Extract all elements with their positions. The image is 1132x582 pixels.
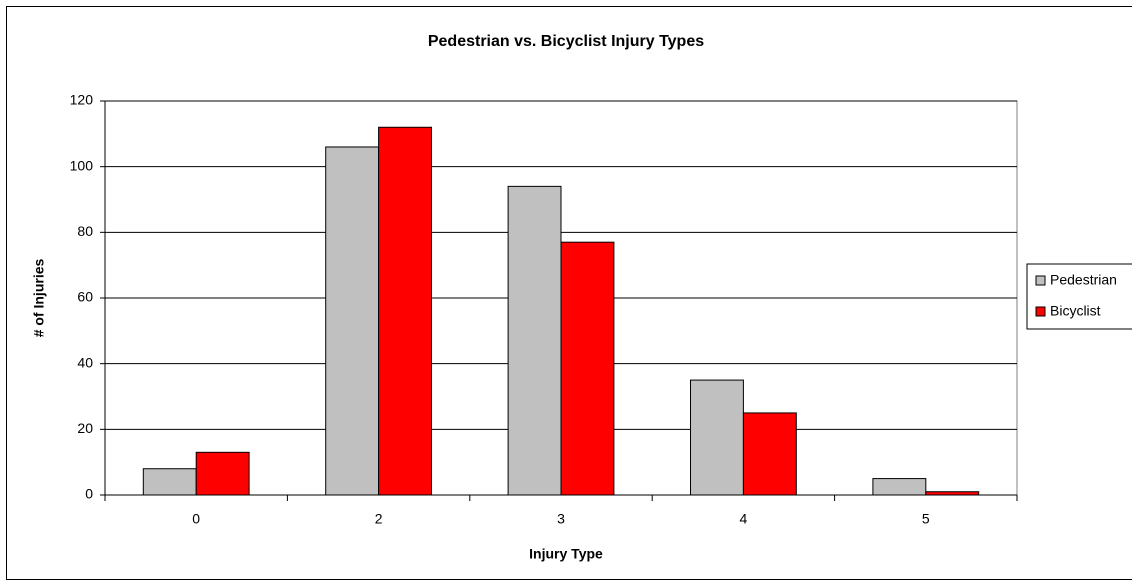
x-axis-title: Injury Type — [529, 546, 603, 562]
bar — [560, 241, 615, 496]
bar — [925, 491, 980, 496]
bar — [742, 412, 797, 496]
legend-box — [1026, 263, 1132, 330]
y-tick-label: 20 — [77, 420, 93, 436]
bar — [872, 478, 927, 496]
x-tick-label: 5 — [922, 511, 930, 527]
y-tick-label: 120 — [70, 92, 94, 108]
legend-label: Pedestrian — [1050, 272, 1117, 288]
bar — [378, 126, 432, 496]
y-tick-label: 100 — [70, 157, 94, 173]
y-axis-title: # of Injuries — [31, 259, 47, 338]
legend-label: Bicyclist — [1050, 303, 1101, 319]
y-tick-label: 40 — [77, 354, 93, 370]
y-tick-label: 60 — [77, 289, 93, 305]
y-tick-label: 0 — [85, 486, 93, 502]
y-tick-label: 80 — [77, 223, 93, 239]
x-tick-label: 2 — [375, 511, 383, 527]
x-tick-label: 3 — [557, 511, 565, 527]
bar — [690, 379, 744, 496]
bar — [325, 146, 380, 496]
legend-swatch — [1035, 275, 1046, 286]
x-tick-label: 4 — [740, 511, 748, 527]
bar — [195, 451, 250, 496]
x-tick-label: 0 — [192, 511, 200, 527]
bar — [142, 468, 197, 496]
chart-title: Pedestrian vs. Bicyclist Injury Types — [428, 33, 704, 50]
legend-swatch — [1035, 306, 1046, 317]
bar — [507, 185, 562, 496]
